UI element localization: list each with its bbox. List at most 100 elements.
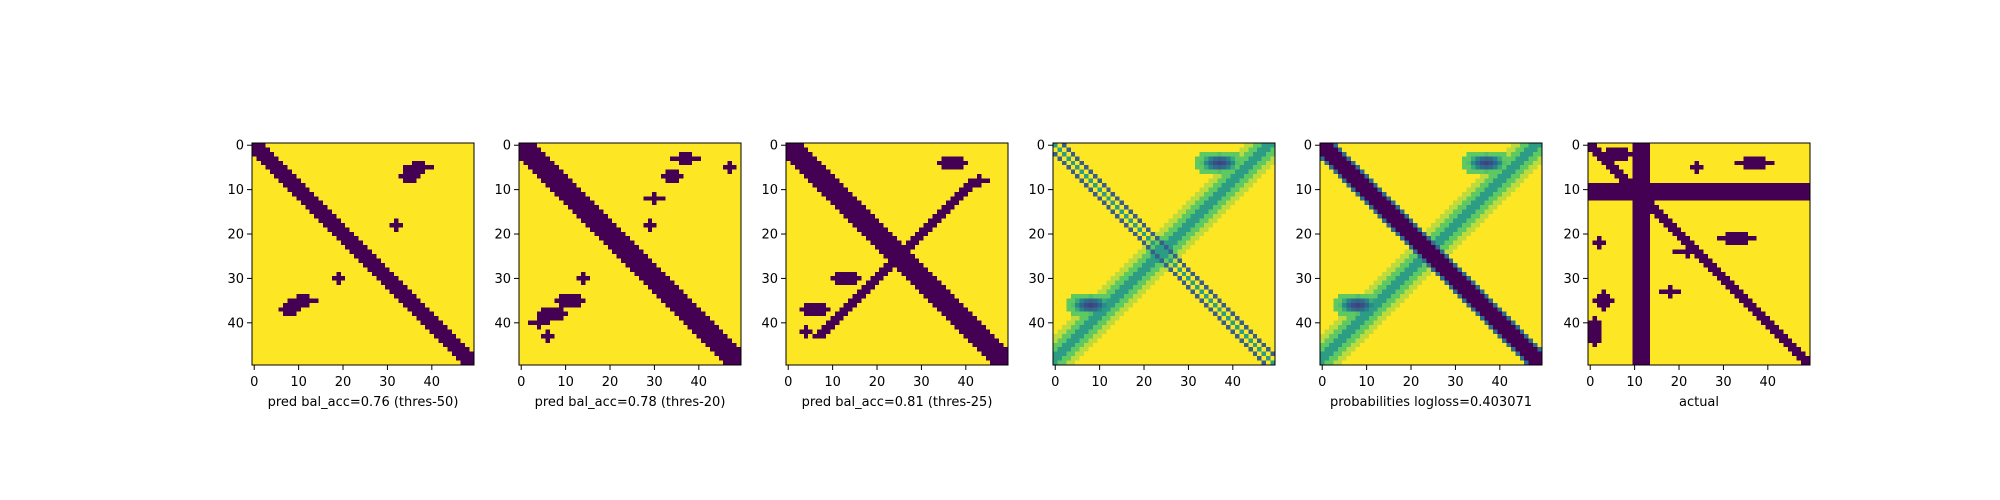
heatmap-cell: [442, 333, 448, 339]
heatmap-cell: [603, 245, 609, 250]
heatmap-cell: [594, 222, 600, 228]
heatmap-cell: [429, 231, 435, 237]
heatmap-cell: [451, 178, 457, 184]
heatmap-cell: [572, 196, 578, 202]
heatmap-cell: [283, 289, 288, 295]
axes-frame: [251, 142, 475, 366]
heatmap-cell: [558, 316, 564, 321]
heatmap-cell: [460, 271, 466, 277]
heatmap-cell: [683, 236, 689, 242]
heatmap-cell: [354, 249, 359, 255]
heatmap-cell: [380, 200, 386, 206]
heatmap-cell: [465, 298, 470, 304]
heatmap-cell: [536, 196, 542, 202]
heatmap-cell: [590, 174, 595, 179]
heatmap-cell: [269, 214, 275, 219]
heatmap-cell: [256, 222, 262, 228]
heatmap-cell: [585, 280, 591, 286]
heatmap-cell: [532, 218, 538, 224]
heatmap-cell: [594, 293, 600, 299]
heatmap-cell: [456, 262, 462, 268]
heatmap-cell: [345, 285, 351, 290]
heatmap-cell: [705, 151, 711, 157]
heatmap-cell: [402, 227, 408, 233]
heatmap-cell: [736, 298, 742, 304]
heatmap-cell: [318, 307, 324, 313]
heatmap-cell: [460, 289, 466, 295]
heatmap-cell: [598, 218, 604, 224]
heatmap-cell: [545, 342, 551, 348]
heatmap-cell: [652, 182, 657, 188]
heatmap-cell: [519, 320, 524, 326]
heatmap-cell: [674, 320, 680, 326]
heatmap-cell: [349, 271, 355, 277]
heatmap-cell: [256, 143, 262, 148]
heatmap-cell: [661, 342, 666, 348]
heatmap-cell: [296, 271, 302, 277]
heatmap-cell: [420, 285, 426, 290]
heatmap-cell: [581, 289, 586, 295]
heatmap-cell: [456, 302, 462, 308]
heatmap-cell: [705, 156, 711, 162]
heatmap-cell: [442, 196, 448, 202]
heatmap-cell: [314, 160, 319, 166]
heatmap-cell: [590, 356, 595, 361]
heatmap-cell: [701, 187, 706, 193]
heatmap-cell: [630, 151, 635, 157]
heatmap-cell: [305, 316, 311, 321]
heatmap-cell: [407, 200, 413, 206]
heatmap-cell: [705, 298, 711, 304]
heatmap-cell: [456, 316, 462, 321]
heatmap-cell: [429, 209, 435, 215]
heatmap-cell: [558, 236, 564, 242]
heatmap-cell: [656, 329, 662, 335]
heatmap-cell: [678, 182, 684, 188]
heatmap-cell: [407, 165, 413, 170]
heatmap-cell: [598, 245, 604, 250]
heatmap-cell: [541, 254, 546, 259]
heatmap-cell: [287, 156, 293, 162]
heatmap-cell: [331, 143, 337, 148]
heatmap-cell: [678, 191, 684, 197]
heatmap-cell: [554, 254, 560, 259]
heatmap-cell: [701, 231, 706, 237]
heatmap-cell: [394, 191, 399, 197]
heatmap-cell: [336, 347, 342, 353]
heatmap-cell: [314, 169, 319, 175]
heatmap-cell: [665, 262, 671, 268]
heatmap-cell: [429, 258, 435, 264]
heatmap-cell: [616, 227, 622, 233]
heatmap-cell: [558, 222, 564, 228]
heatmap-cell: [291, 249, 297, 255]
heatmap-cell: [594, 325, 600, 330]
heatmap-cell: [425, 267, 430, 273]
heatmap-cell: [354, 245, 359, 250]
heatmap-cell: [647, 160, 653, 166]
heatmap-cell: [732, 147, 737, 153]
heatmap-cell: [665, 254, 671, 259]
heatmap-cell: [465, 307, 470, 313]
heatmap-cell: [349, 236, 355, 242]
heatmap-cell: [727, 236, 733, 242]
heatmap-cell: [287, 236, 293, 242]
heatmap-cell: [536, 160, 542, 166]
heatmap-cell: [402, 276, 408, 281]
heatmap-cell: [550, 267, 555, 273]
heatmap-cell: [389, 245, 395, 250]
heatmap-cell: [371, 280, 377, 286]
heatmap-cell: [727, 293, 733, 299]
heatmap-cell: [732, 285, 737, 290]
heatmap-cell: [323, 240, 328, 246]
heatmap-cell: [590, 280, 595, 286]
heatmap-cell: [669, 169, 675, 175]
heatmap-cell: [701, 293, 706, 299]
heatmap-cell: [283, 298, 288, 304]
heatmap-cell: [638, 165, 644, 170]
heatmap-cell: [456, 342, 462, 348]
heatmap-cell: [612, 302, 618, 308]
heatmap-cell: [411, 262, 417, 268]
heatmap-cell: [594, 200, 600, 206]
heatmap-cell: [696, 307, 702, 313]
heatmap-cell: [385, 187, 390, 193]
heatmap-cell: [349, 231, 355, 237]
